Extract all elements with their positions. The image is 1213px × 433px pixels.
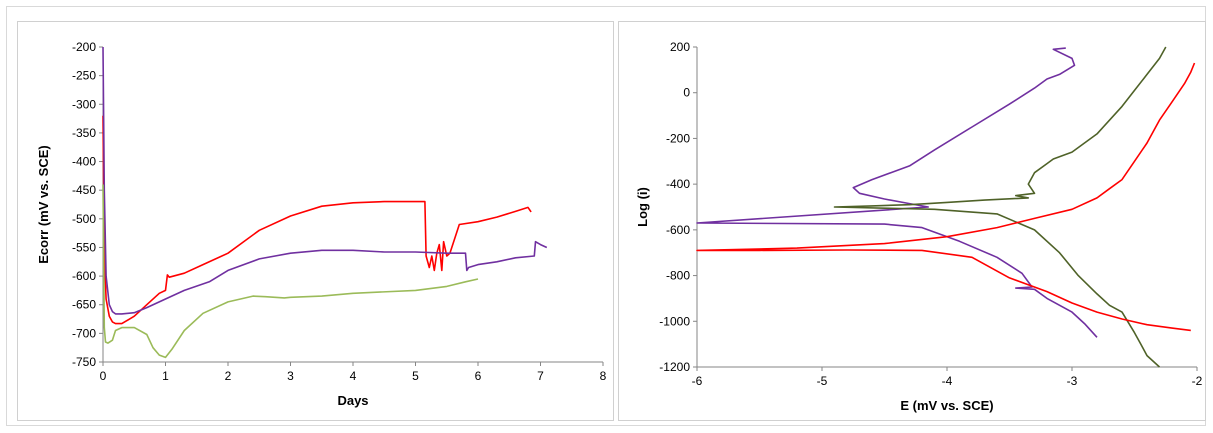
x-axis-title: E (mV vs. SCE) — [900, 398, 993, 413]
y-tick-label: -400 — [72, 155, 96, 169]
x-tick-label: -3 — [1067, 374, 1078, 388]
ecorr-series-line-2 — [102, 46, 548, 315]
x-tick-label: 2 — [225, 369, 232, 383]
y-tick-label: -550 — [72, 240, 96, 254]
y-tick-label: -500 — [72, 212, 96, 226]
y-tick-label: -600 — [666, 223, 690, 237]
x-tick-label: 0 — [100, 369, 107, 383]
y-tick-label: -800 — [666, 269, 690, 283]
y-axis-title: Ecorr (mV vs. SCE) — [36, 145, 51, 264]
y-tick-label: -1000 — [659, 314, 690, 328]
y-tick-label: -1200 — [659, 360, 690, 374]
y-tick-label: -300 — [72, 97, 96, 111]
y-axis-title: Log (i) — [635, 187, 650, 227]
x-tick-label: 4 — [350, 369, 357, 383]
y-tick-label: -200 — [72, 40, 96, 54]
y-tick-label: -650 — [72, 298, 96, 312]
polar-series-line-1 — [696, 47, 1098, 338]
polar-series-line-2 — [833, 46, 1167, 368]
ecorr-series-line-1 — [102, 115, 532, 325]
x-tick-label: -6 — [692, 374, 703, 388]
y-tick-label: 200 — [670, 40, 690, 54]
polarization-chart: 200 0 -200 -400 -600 -800 -1000 -1200 -6 -5 -4 -3 -2… — [618, 21, 1206, 421]
x-tick-label: 8 — [600, 369, 607, 383]
polarization-chart-svg: 200 0 -200 -400 -600 -800 -1000 -1200-6 -5 -4 -3 -2… — [635, 40, 1203, 413]
y-tick-label: -750 — [72, 355, 96, 369]
y-tick-label: -600 — [72, 269, 96, 283]
y-tick-label: -200 — [666, 131, 690, 145]
figure-frame: -200 -250 -300 -350 -400 -450 -500 -550 -600 -650… — [6, 6, 1206, 426]
y-tick-label: -700 — [72, 326, 96, 340]
ecorr-chart-svg: -200 -250 -300 -350 -400 -450 -500 -550 -600 -650… — [36, 40, 607, 408]
y-tick-label: -350 — [72, 126, 96, 140]
ecorr-vs-days-chart: -200 -250 -300 -350 -400 -450 -500 -550 -600 -650… — [17, 21, 614, 421]
x-tick-label: -4 — [942, 374, 953, 388]
y-tick-label: -400 — [666, 177, 690, 191]
y-tick-label: -450 — [72, 183, 96, 197]
ecorr-series-line-3 — [102, 184, 479, 359]
y-tick-label: 0 — [683, 86, 690, 100]
x-tick-label: 6 — [475, 369, 482, 383]
x-tick-label: 7 — [537, 369, 544, 383]
x-tick-label: 5 — [412, 369, 419, 383]
x-tick-label: -2 — [1192, 374, 1203, 388]
polar-series-line-3 — [696, 62, 1196, 332]
x-tick-label: -5 — [817, 374, 828, 388]
y-tick-label: -250 — [72, 69, 96, 83]
x-tick-label: 3 — [287, 369, 294, 383]
x-axis-title: Days — [337, 393, 368, 408]
x-tick-label: 1 — [162, 369, 169, 383]
